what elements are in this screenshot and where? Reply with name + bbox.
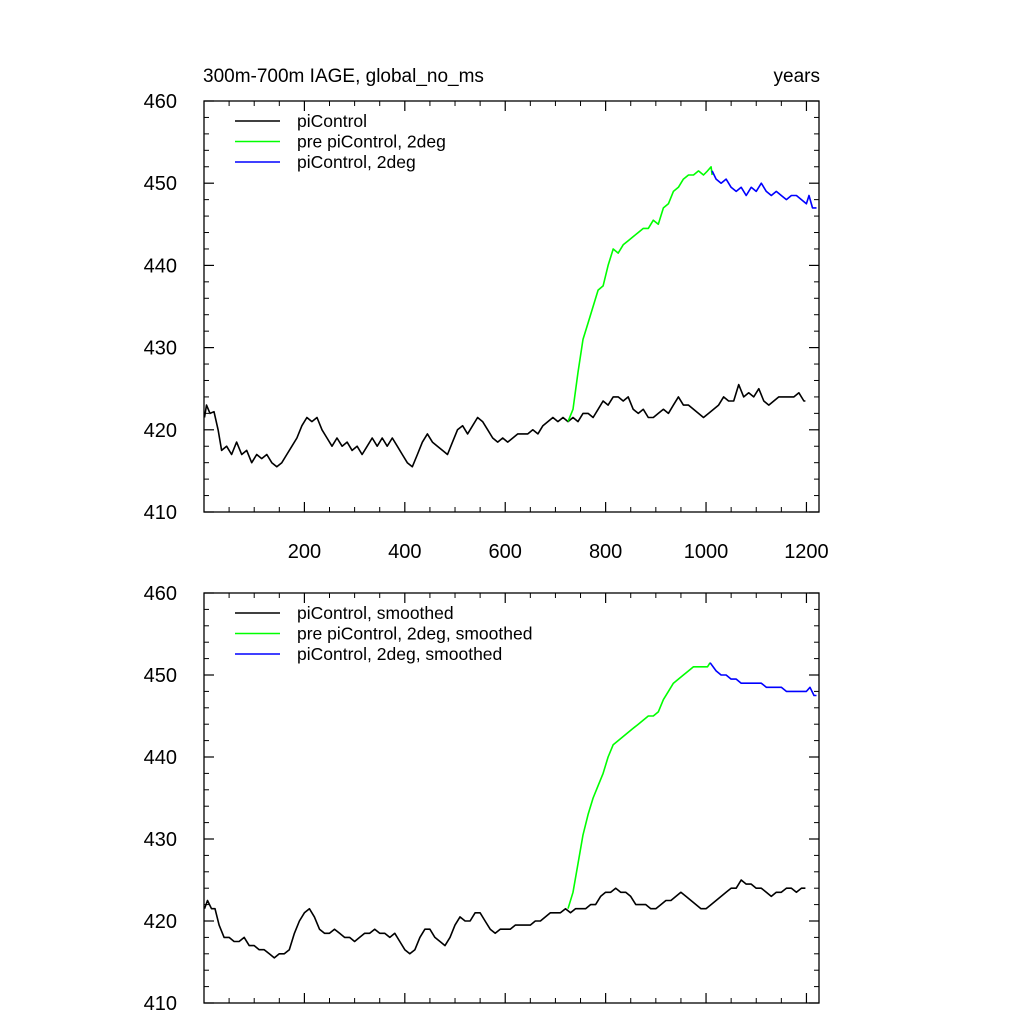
y-tick-label: 430 <box>144 829 177 851</box>
series-line <box>204 383 806 468</box>
series-line <box>567 166 713 422</box>
legend-label: piControl, smoothed <box>297 603 454 623</box>
x-tick-label: 400 <box>388 541 421 563</box>
legend-label: piControl, 2deg <box>297 152 416 172</box>
legend-label: piControl, 2deg, smoothed <box>297 644 502 664</box>
y-tick-label: 440 <box>144 747 177 769</box>
y-tick-label: 420 <box>144 420 177 442</box>
legend-label: pre piControl, 2deg <box>297 132 446 152</box>
x-tick-label: 200 <box>288 541 321 563</box>
y-tick-label: 460 <box>144 91 177 113</box>
plot-frame <box>203 100 820 513</box>
x-tick-label: 600 <box>489 541 522 563</box>
series-line <box>709 662 817 697</box>
legend-label: piControl <box>297 111 367 131</box>
y-tick-label: 450 <box>144 665 177 687</box>
x-tick-label: 1200 <box>784 541 829 563</box>
series-line <box>567 662 711 909</box>
x-unit-label: years <box>774 66 820 87</box>
y-tick-label: 430 <box>144 338 177 360</box>
y-tick-label: 420 <box>144 911 177 933</box>
y-tick-label: 410 <box>144 502 177 524</box>
legend-label: pre piControl, 2deg, smoothed <box>297 624 532 644</box>
y-tick-label: 440 <box>144 255 177 277</box>
plot-frame <box>203 592 820 1004</box>
y-tick-label: 450 <box>144 173 177 195</box>
top-panel: 410 420 430 440 450 460 200 400 600 800 1000 1200 pi… <box>144 91 829 563</box>
series-line <box>711 170 817 209</box>
x-tick-label: 800 <box>589 541 622 563</box>
x-tick-label: 1000 <box>684 541 729 563</box>
bottom-panel: 410 420 430 440 450 460 piControl, smoothedpre… <box>144 583 820 1015</box>
y-tick-label: 460 <box>144 583 177 605</box>
series-line <box>204 879 806 959</box>
y-tick-label: 410 <box>144 993 177 1015</box>
chart-title: 300m-700m IAGE, global_no_ms <box>203 66 484 87</box>
